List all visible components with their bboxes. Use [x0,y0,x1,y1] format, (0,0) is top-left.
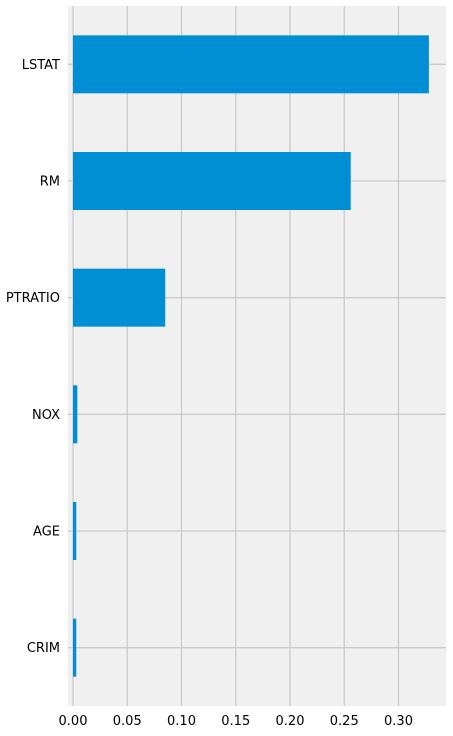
bar-age [73,502,77,560]
y-tick-label-age: AGE [33,525,60,540]
bar-rm [73,152,351,210]
x-tick-label: 0.30 [384,714,413,729]
y-tick-labels: LSTAT RM PTRATIO NOX AGE CRIM [6,58,60,656]
x-tick-label: 0.20 [276,714,305,729]
y-tick-label-nox: NOX [32,408,60,423]
y-tick-label-ptratio: PTRATIO [6,291,60,306]
bar-ptratio [73,268,166,327]
x-tick-label: 0.00 [59,714,88,729]
bars [73,35,429,677]
plot-area [68,6,446,706]
x-tick-label: 0.15 [221,714,250,729]
x-tick-label: 0.05 [113,714,142,729]
bar-lstat [73,35,429,94]
y-tick-label-crim: CRIM [27,641,60,656]
y-tick-label-lstat: LSTAT [22,58,60,73]
bar-crim [73,618,77,677]
x-tick-labels: 0.00 0.05 0.10 0.15 0.20 0.25 0.30 [59,714,413,729]
x-tick-label: 0.10 [167,714,196,729]
y-tick-label-rm: RM [40,175,60,190]
x-tick-label: 0.25 [330,714,359,729]
bar-nox [73,385,78,444]
